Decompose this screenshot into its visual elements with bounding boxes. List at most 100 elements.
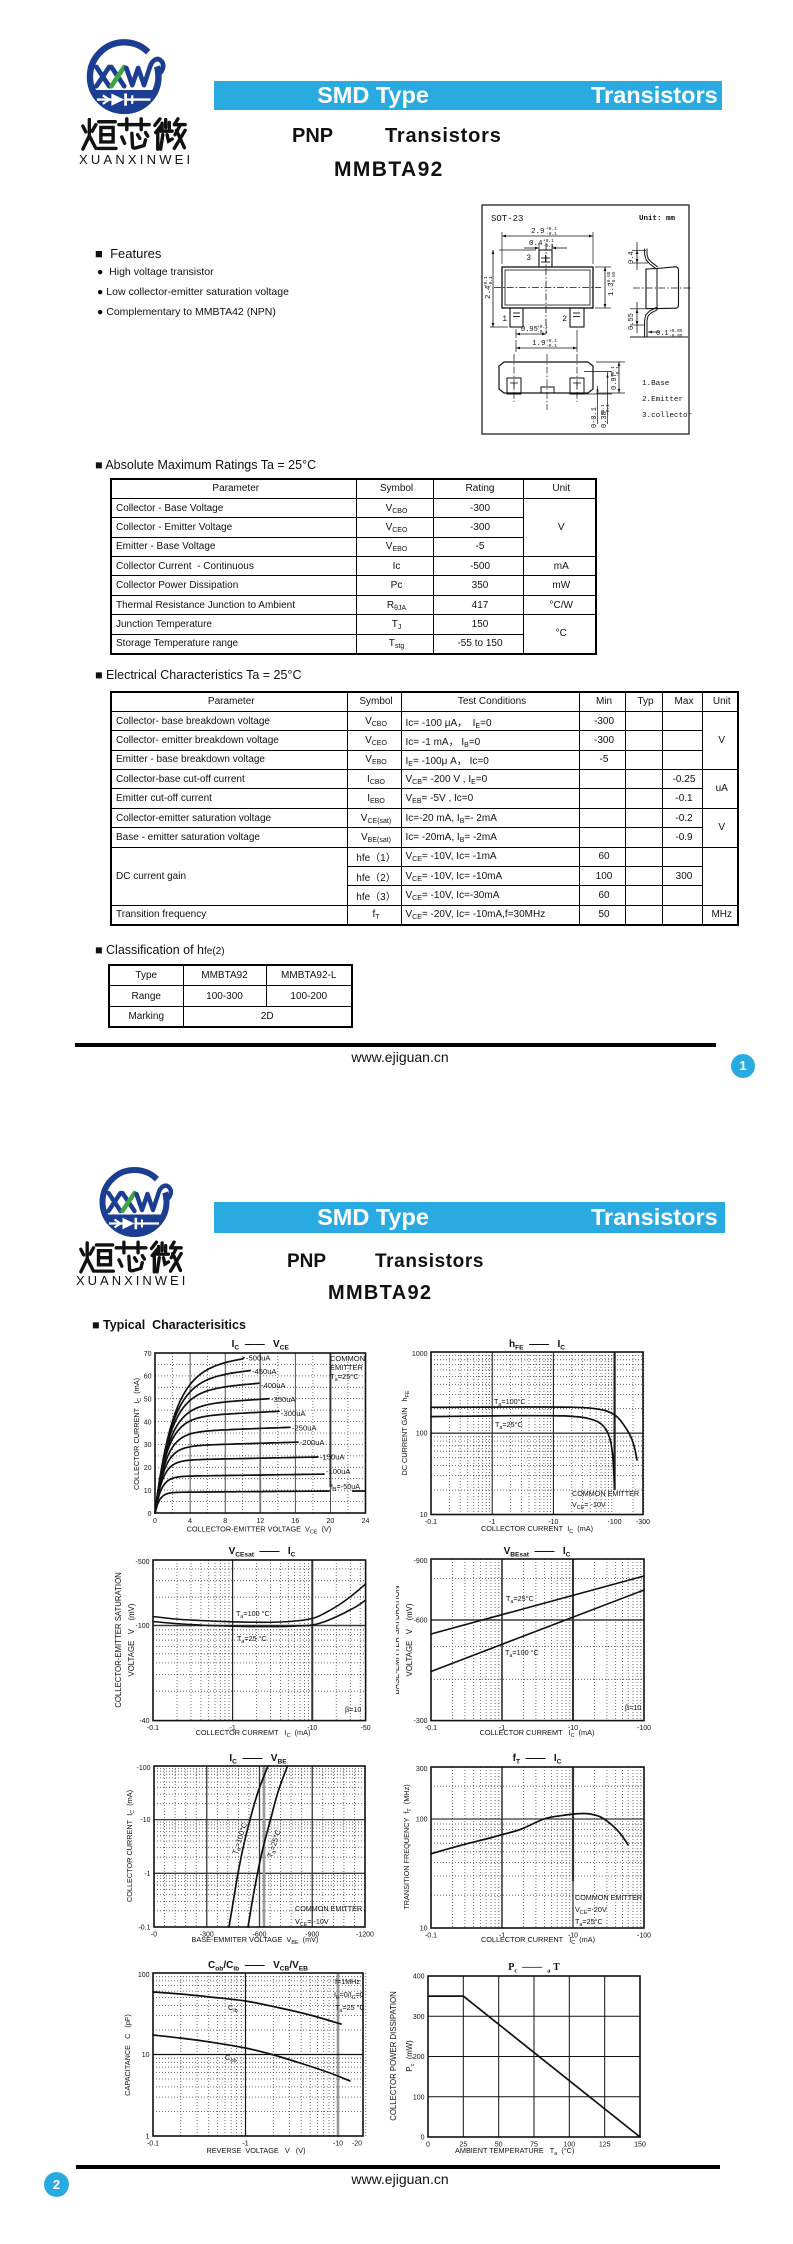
svg-text:0.95: 0.95 bbox=[521, 326, 538, 334]
svg-text:-0.1: -0.1 bbox=[546, 343, 557, 349]
svg-text:Pc (mW): Pc (mW) bbox=[405, 2040, 416, 2072]
svg-text:0.4: 0.4 bbox=[529, 240, 543, 248]
svg-text:-300uA: -300uA bbox=[281, 1409, 306, 1418]
svg-text:-400uA: -400uA bbox=[261, 1381, 286, 1390]
svg-text:-10: -10 bbox=[568, 1725, 578, 1732]
svg-text:-10: -10 bbox=[333, 2141, 343, 2148]
svg-text:IC —— VBE: IC —— VBE bbox=[229, 1753, 287, 1766]
svg-text:70: 70 bbox=[144, 1351, 152, 1358]
svg-text:-40: -40 bbox=[139, 1718, 149, 1725]
svg-text:Ta=25°C: Ta=25°C bbox=[575, 1917, 603, 1928]
svg-text:150: 150 bbox=[634, 2142, 646, 2149]
svg-text:SOT-23: SOT-23 bbox=[491, 214, 523, 224]
svg-text:1.9: 1.9 bbox=[532, 340, 546, 348]
svg-text:COLLECTOR CURREMT IC (mA): COLLECTOR CURREMT IC (mA) bbox=[196, 1728, 311, 1739]
svg-text:Ta=25 °C: Ta=25 °C bbox=[335, 2003, 365, 2014]
svg-text:-10: -10 bbox=[548, 1519, 558, 1526]
svg-text:-300: -300 bbox=[636, 1519, 650, 1526]
svg-text:-500: -500 bbox=[135, 1559, 149, 1566]
svg-text:75: 75 bbox=[530, 2142, 538, 2149]
svg-text:10: 10 bbox=[420, 1512, 428, 1519]
svg-text:1.Base: 1.Base bbox=[642, 380, 670, 388]
svg-text:Ta=100 °C: Ta=100 °C bbox=[236, 1609, 270, 1620]
svg-text:-100: -100 bbox=[135, 1623, 149, 1630]
svg-text:Ta=25°C: Ta=25°C bbox=[506, 1594, 534, 1605]
svg-text:Ta=100°C: Ta=100°C bbox=[494, 1397, 526, 1408]
svg-text:-1: -1 bbox=[144, 1871, 150, 1878]
svg-text:Cob: Cob bbox=[225, 2053, 237, 2064]
svg-text:Ta=100°C: Ta=100°C bbox=[230, 1821, 250, 1856]
svg-text:COLLECTOR-EMITTER VOLTAGE: COLLECTOR-EMITTER VOLTAGE bbox=[187, 1525, 301, 1534]
svg-text:-900: -900 bbox=[305, 1932, 319, 1939]
svg-text:100: 100 bbox=[413, 2094, 425, 2101]
svg-text:COMMON EMITTER: COMMON EMITTER bbox=[295, 1904, 362, 1913]
svg-text:-0.1: -0.1 bbox=[605, 404, 611, 415]
svg-text:Ta=25°C: Ta=25°C bbox=[330, 1372, 359, 1383]
svg-text:-0.1: -0.1 bbox=[488, 276, 494, 287]
svg-text:COLLECTOR CURRENT IC (mA): COLLECTOR CURRENT IC (mA) bbox=[125, 1790, 136, 1902]
svg-text:400: 400 bbox=[413, 1974, 425, 1981]
svg-text:10: 10 bbox=[144, 1488, 152, 1495]
svg-text:-600: -600 bbox=[413, 1618, 427, 1625]
svg-text:COLLECTOR POWER DISSIPATION: COLLECTOR POWER DISSIPATION bbox=[389, 1991, 398, 2121]
svg-text:16: 16 bbox=[291, 1518, 299, 1525]
svg-text:+0.05: +0.05 bbox=[606, 271, 612, 285]
svg-text:VOLTAGE V (mV): VOLTAGE V (mV) bbox=[405, 1603, 414, 1676]
svg-text:3: 3 bbox=[526, 254, 531, 263]
svg-text:40: 40 bbox=[144, 1419, 152, 1426]
svg-text:24: 24 bbox=[362, 1518, 370, 1525]
svg-text:-500uA: -500uA bbox=[246, 1354, 271, 1363]
svg-text:VCE= -10V: VCE= -10V bbox=[295, 1917, 329, 1928]
svg-text:-10: -10 bbox=[140, 1817, 150, 1824]
svg-text:TRANSITION FREQUENCY fT (MHz: TRANSITION FREQUENCY fT (MHz) bbox=[402, 1784, 413, 1909]
svg-text:COLLECTOR CURRENT IC (mA): COLLECTOR CURRENT IC (mA) bbox=[132, 1378, 143, 1490]
svg-text:-0.05: -0.05 bbox=[669, 333, 683, 339]
svg-text:COMMON EMITTER: COMMON EMITTER bbox=[575, 1893, 642, 1902]
svg-text:EMITTER: EMITTER bbox=[330, 1363, 363, 1372]
svg-text:-100: -100 bbox=[608, 1519, 622, 1526]
svg-text:β=10: β=10 bbox=[625, 1703, 641, 1712]
svg-text:-0.1: -0.1 bbox=[147, 2141, 159, 2148]
svg-text:fT —— IC: fT —— IC bbox=[513, 1753, 562, 1766]
svg-text:-0.1: -0.1 bbox=[147, 1725, 159, 1732]
svg-text:0: 0 bbox=[426, 2142, 430, 2149]
svg-text:-100: -100 bbox=[136, 1765, 150, 1772]
svg-text:100: 100 bbox=[416, 1817, 428, 1824]
svg-text:+0.1: +0.1 bbox=[546, 226, 557, 232]
svg-text:-10: -10 bbox=[307, 1725, 317, 1732]
svg-text:100: 100 bbox=[138, 1972, 150, 1979]
svg-text:REVERSE VOLTAGE V (V): REVERSE VOLTAGE V (V) bbox=[206, 2146, 305, 2155]
svg-text:2: 2 bbox=[562, 315, 567, 324]
svg-text:+0.1: +0.1 bbox=[610, 366, 616, 377]
svg-text:Cob/Cib —— VCB/VEB: Cob/Cib —— VCB/VEB bbox=[208, 1960, 308, 1973]
svg-text:1.3: 1.3 bbox=[608, 282, 616, 296]
svg-text:0.4: 0.4 bbox=[628, 251, 636, 264]
svg-text:1000: 1000 bbox=[412, 1351, 428, 1358]
svg-text:3.collector: 3.collector bbox=[642, 412, 692, 420]
svg-text:COLLECTOR CURREMT IC (mA): COLLECTOR CURREMT IC (mA) bbox=[480, 1728, 595, 1739]
svg-text:CAPACITANCE C (pF): CAPACITANCE C (pF) bbox=[123, 2014, 132, 2096]
svg-text:-10: -10 bbox=[568, 1933, 578, 1940]
svg-text:12: 12 bbox=[256, 1518, 264, 1525]
svg-text:20: 20 bbox=[144, 1465, 152, 1472]
svg-text:2.9: 2.9 bbox=[531, 228, 545, 236]
svg-text:-300: -300 bbox=[200, 1932, 214, 1939]
svg-text:50: 50 bbox=[144, 1397, 152, 1404]
svg-text:-100uA: -100uA bbox=[326, 1467, 351, 1476]
svg-text:f=1MHz: f=1MHz bbox=[335, 1977, 360, 1986]
svg-text:20: 20 bbox=[327, 1518, 335, 1525]
svg-text:-0.1: -0.1 bbox=[615, 366, 621, 377]
svg-text:-0.1: -0.1 bbox=[543, 243, 554, 249]
svg-text:COMMON: COMMON bbox=[330, 1354, 365, 1363]
svg-text:-0.1: -0.1 bbox=[425, 1519, 437, 1526]
svg-text:IC —— VCE: IC —— VCE bbox=[232, 1339, 290, 1352]
svg-text:200: 200 bbox=[413, 2054, 425, 2061]
svg-text:-250uA: -250uA bbox=[292, 1424, 317, 1433]
svg-text:-0.1: -0.1 bbox=[546, 231, 557, 237]
svg-text:100: 100 bbox=[563, 2142, 575, 2149]
svg-text:-100: -100 bbox=[637, 1933, 651, 1940]
svg-text:0: 0 bbox=[148, 1511, 152, 1518]
svg-text:-0: -0 bbox=[151, 1932, 157, 1939]
svg-text:hFE —— IC: hFE —— IC bbox=[509, 1339, 565, 1352]
svg-text:125: 125 bbox=[599, 2142, 611, 2149]
